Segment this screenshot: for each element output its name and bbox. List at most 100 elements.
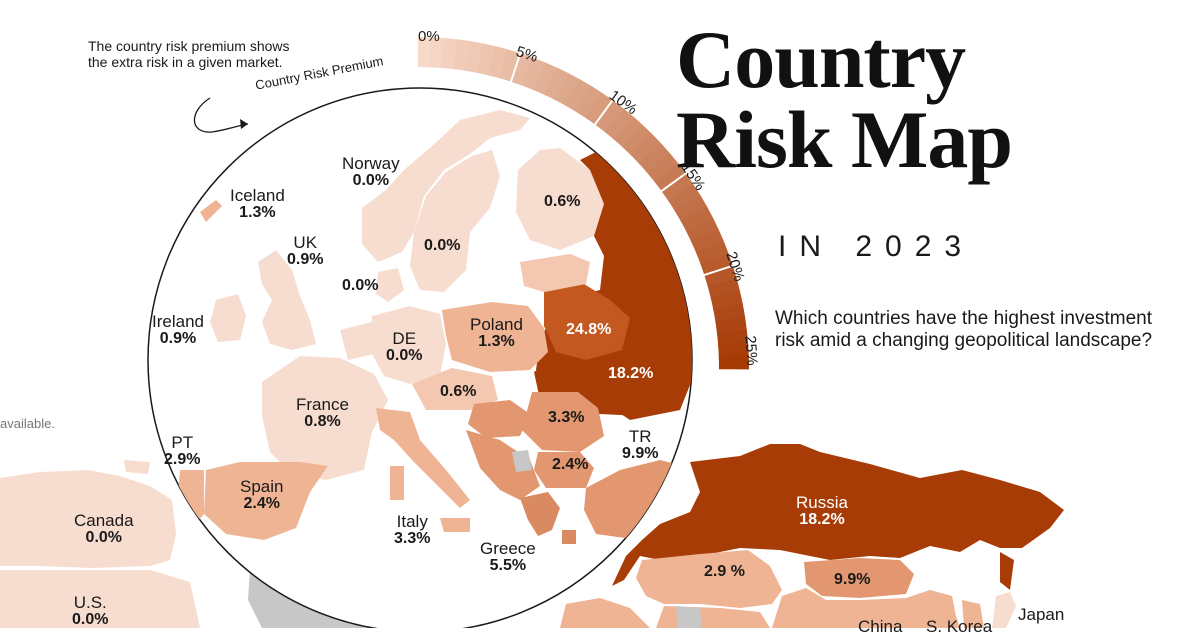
- risk-scale-segment: [658, 163, 667, 174]
- risk-scale-segment: [732, 331, 733, 345]
- label-russia-inset: 18.2%: [608, 366, 653, 383]
- label-mongolia: 9.9%: [834, 572, 870, 589]
- label-value: 5.5%: [480, 558, 536, 575]
- label-name: Poland: [470, 316, 523, 334]
- risk-scale-segment: [480, 58, 493, 61]
- label-bulgaria: 2.4%: [552, 457, 588, 474]
- label-skorea: S. Korea: [926, 618, 992, 636]
- label-value: 0.0%: [342, 278, 378, 295]
- risk-scale-segment: [705, 236, 710, 249]
- label-japan: Japan: [1018, 606, 1064, 624]
- label-finland: 0.6%: [544, 194, 580, 211]
- label-value: 18.2%: [608, 366, 653, 383]
- title-line-1: Country: [676, 20, 1012, 100]
- risk-scale-segment: [641, 145, 650, 155]
- risk-scale-segment: [614, 120, 625, 129]
- description: Which countries have the highest investm…: [775, 308, 1165, 352]
- label-value: 0.8%: [296, 414, 349, 431]
- risk-scale-segment: [710, 247, 715, 260]
- label-value: 2.9 %: [704, 564, 745, 581]
- country-greek-islands: [562, 530, 576, 544]
- label-name: TR: [622, 428, 658, 446]
- risk-scale-segment: [430, 52, 444, 53]
- note-arrowhead: [240, 119, 248, 129]
- label-name: China: [858, 618, 902, 636]
- label-value: 0.9%: [287, 252, 323, 269]
- label-value: 9.9%: [622, 446, 658, 463]
- label-name: PT: [164, 434, 200, 452]
- risk-scale-segment: [572, 92, 584, 99]
- risk-scale-segment: [492, 61, 505, 64]
- label-name: S. Korea: [926, 618, 992, 636]
- label-value: 0.6%: [440, 384, 476, 401]
- scale-tick-25: 25%: [741, 335, 760, 366]
- risk-scale-segment: [725, 294, 728, 307]
- risk-scale-segment: [583, 99, 595, 106]
- risk-scale-segment: [728, 306, 730, 319]
- risk-scale-segment: [539, 76, 552, 82]
- label-denmark: 0.0%: [342, 278, 378, 295]
- subtitle-year: IN 2023: [778, 230, 974, 264]
- risk-scale-segment: [733, 343, 734, 357]
- label-name: Italy: [394, 513, 430, 531]
- label-name: France: [296, 396, 349, 414]
- label-romania: 3.3%: [548, 410, 584, 427]
- label-kazakhstan: 2.9 %: [704, 564, 745, 581]
- label-name: DE: [386, 330, 422, 348]
- risk-scale-segment: [700, 225, 706, 237]
- country-sardinia: [390, 466, 404, 500]
- risk-scale-segment: [719, 270, 723, 283]
- label-value: 0.6%: [544, 194, 580, 211]
- label-name: U.S.: [72, 594, 108, 612]
- label-value: 2.9%: [164, 452, 200, 469]
- note-arrow: [194, 98, 248, 132]
- risk-scale-segment: [623, 128, 633, 137]
- risk-scale-segment: [650, 153, 659, 163]
- label-belarus: 24.8%: [566, 322, 611, 339]
- label-china: China: [858, 618, 902, 636]
- risk-scale-segment: [467, 56, 480, 58]
- risk-scale-segment: [694, 214, 700, 226]
- risk-scale-segment: [687, 203, 694, 215]
- label-name: Ireland: [152, 313, 204, 331]
- scale-note: The country risk premium shows the extra…: [88, 38, 308, 70]
- label-value: 2.4%: [552, 457, 588, 474]
- label-name: Norway: [342, 155, 400, 173]
- label-name: Japan: [1018, 606, 1064, 624]
- label-sweden: 0.0%: [424, 238, 460, 255]
- country-no-data-asia: [676, 606, 702, 628]
- label-value: 3.3%: [394, 531, 430, 548]
- label-value: 1.3%: [230, 205, 285, 222]
- country-japan: [992, 592, 1016, 628]
- label-value: 9.9%: [834, 572, 870, 589]
- page-title: Country Risk Map: [676, 20, 1012, 180]
- label-value: 18.2%: [796, 512, 848, 529]
- label-name: Iceland: [230, 187, 285, 205]
- label-value: 1.3%: [470, 334, 523, 351]
- country-canada-island: [124, 460, 150, 474]
- scale-tick-0: 0%: [418, 28, 440, 45]
- label-us: U.S.0.0%: [72, 594, 108, 629]
- country-central-asia: [656, 606, 770, 628]
- country-portugal: [176, 470, 204, 530]
- label-value: 3.3%: [548, 410, 584, 427]
- label-austria: 0.6%: [440, 384, 476, 401]
- title-line-2: Risk Map: [676, 100, 1012, 180]
- label-name: UK: [287, 234, 323, 252]
- country-middle-east: [560, 598, 650, 628]
- label-name: Russia: [796, 494, 848, 512]
- label-value: 0.9%: [152, 331, 204, 348]
- risk-scale-segment: [722, 282, 725, 295]
- risk-scale-segment: [443, 53, 457, 54]
